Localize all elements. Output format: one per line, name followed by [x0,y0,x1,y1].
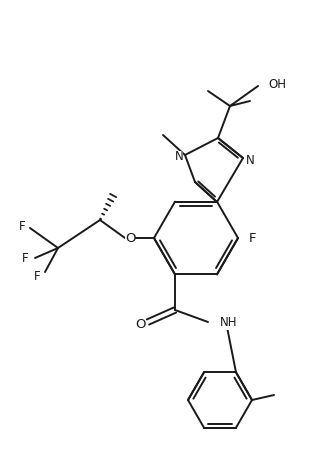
Text: NH: NH [220,317,237,329]
Text: N: N [246,153,254,167]
Text: O: O [135,318,145,330]
Text: N: N [175,151,183,163]
Text: F: F [19,219,25,233]
Text: F: F [22,253,28,265]
Text: F: F [34,270,40,284]
Text: O: O [125,233,135,245]
Text: F: F [248,231,256,244]
Text: OH: OH [268,77,286,91]
